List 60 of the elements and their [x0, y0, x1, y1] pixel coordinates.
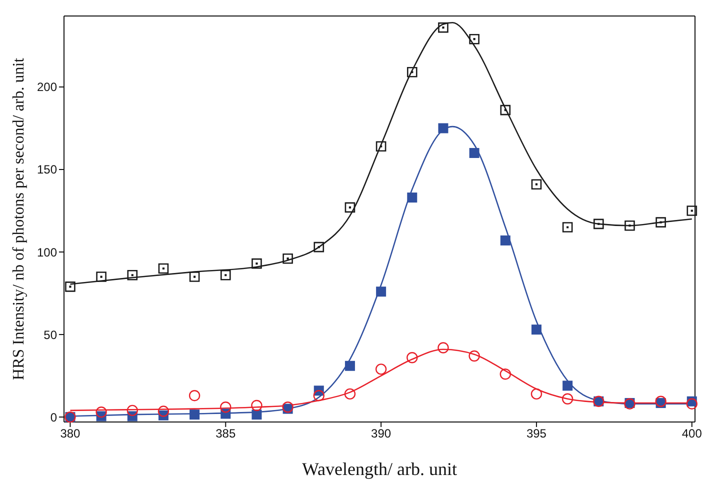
point — [624, 220, 635, 231]
point — [530, 388, 542, 400]
point — [282, 253, 293, 264]
y-tick-label: 50 — [44, 328, 58, 342]
point — [562, 380, 573, 391]
point — [96, 406, 107, 418]
point — [344, 202, 356, 213]
point — [500, 104, 511, 116]
y-tick-label: 150 — [36, 162, 58, 177]
point — [469, 34, 480, 44]
y-axis-title: HRS Intensity/ nb of photons per second/ arb. unit — [10, 57, 28, 380]
point — [406, 66, 418, 78]
point — [313, 390, 324, 402]
point — [468, 350, 480, 362]
point — [314, 242, 324, 252]
point — [562, 222, 573, 232]
x-tick-label: 395 — [526, 426, 547, 441]
point — [188, 390, 200, 402]
point — [686, 398, 698, 410]
point — [531, 324, 542, 335]
point — [376, 141, 386, 152]
point — [252, 258, 262, 269]
point — [158, 406, 170, 417]
x-axis-title: Wavelength/ arb. unit — [302, 459, 458, 479]
x-tick-label: 400 — [682, 426, 702, 441]
point — [189, 272, 200, 282]
point — [65, 282, 76, 292]
y-tick-label: 0 — [50, 410, 58, 424]
x-tick-label: 380 — [60, 426, 81, 441]
point — [220, 402, 232, 413]
point — [190, 410, 200, 420]
point — [655, 396, 666, 407]
point — [344, 360, 355, 371]
y-tick-label: 100 — [36, 245, 58, 260]
point — [500, 235, 510, 246]
point — [251, 400, 262, 412]
point — [438, 123, 448, 134]
x-tick-label: 390 — [371, 426, 392, 441]
point — [500, 368, 511, 380]
point — [96, 272, 106, 282]
point — [438, 22, 448, 33]
point — [562, 393, 574, 404]
x-tick-label: 385 — [216, 426, 236, 441]
y-tick-label: 200 — [36, 80, 58, 94]
point — [344, 388, 356, 400]
point — [127, 270, 138, 280]
point — [656, 217, 666, 228]
point — [252, 410, 262, 420]
point — [407, 192, 418, 203]
point — [376, 286, 386, 297]
point — [126, 404, 138, 416]
point — [686, 206, 698, 216]
point — [158, 263, 169, 274]
point — [438, 342, 449, 354]
point — [220, 270, 231, 280]
point — [469, 148, 480, 158]
point — [531, 179, 542, 190]
point — [375, 364, 387, 375]
point — [406, 352, 418, 364]
point — [593, 218, 604, 230]
